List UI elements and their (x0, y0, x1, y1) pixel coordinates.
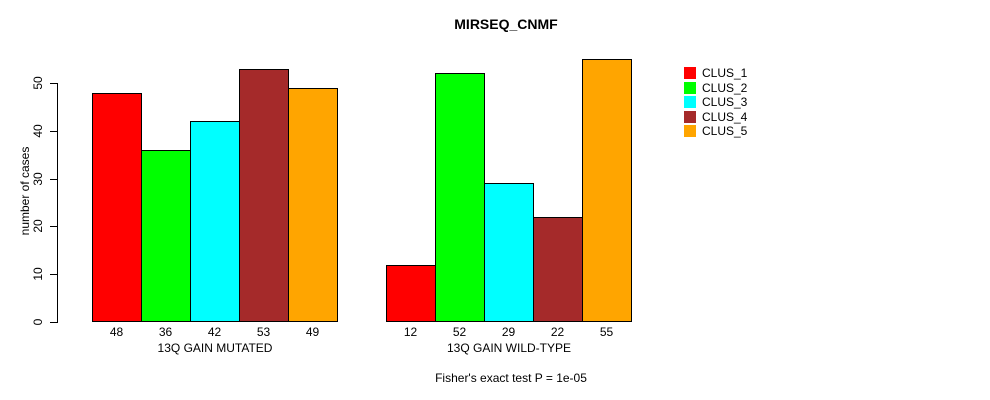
legend-item-label: CLUS_4 (702, 109, 748, 124)
bar-value-label: 36 (158, 325, 173, 339)
bar-value-label: 22 (550, 325, 565, 339)
legend: CLUS_1 CLUS_2 CLUS_3 CLUS_4 CLUS_5 (684, 66, 747, 139)
group-label-wild-type: 13Q GAIN WILD-TYPE (446, 341, 572, 355)
y-axis-tick-label: 20 (31, 219, 45, 233)
y-axis-tick (50, 83, 58, 84)
bar-clus_2-group1 (141, 150, 191, 322)
legend-item: CLUS_2 (684, 81, 747, 96)
fisher-test-annotation: Fisher's exact test P = 1e-05 (435, 371, 587, 385)
legend-swatch-clus_1 (684, 67, 696, 80)
y-axis-tick-label: 50 (31, 76, 45, 90)
legend-item: CLUS_5 (684, 124, 747, 139)
y-axis-label: number of cases (18, 146, 32, 236)
y-axis-tick (50, 322, 58, 323)
bar-value-label: 53 (256, 325, 271, 339)
bar-value-label: 52 (452, 325, 467, 339)
y-axis-tick (50, 226, 58, 227)
y-axis-line (57, 83, 58, 323)
y-axis-tick-label: 30 (31, 172, 45, 186)
legend-item: CLUS_4 (684, 110, 747, 125)
legend-item-label: CLUS_5 (702, 124, 748, 139)
legend-item: CLUS_1 (684, 66, 747, 81)
bar-clus_1-group1 (92, 93, 142, 322)
bar-value-label: 42 (207, 325, 222, 339)
y-axis-tick (50, 274, 58, 275)
legend-item: CLUS_3 (684, 95, 747, 110)
bar-value-label: 49 (305, 325, 320, 339)
y-axis-tick-label: 10 (31, 267, 45, 281)
y-axis-tick (50, 131, 58, 132)
y-axis-tick-label: 40 (31, 124, 45, 138)
bar-clus_3-group1 (190, 121, 240, 322)
bar-clus_5-group2 (582, 59, 632, 322)
legend-swatch-clus_2 (684, 81, 696, 94)
bar-clus_4-group1 (239, 69, 289, 322)
bar-value-label: 48 (109, 325, 124, 339)
legend-item-label: CLUS_2 (702, 80, 748, 95)
bar-clus_3-group2 (484, 183, 534, 322)
bar-clus_1-group2 (386, 265, 436, 322)
bar-clus_2-group2 (435, 73, 485, 322)
legend-swatch-clus_5 (684, 125, 696, 138)
y-axis-tick (50, 179, 58, 180)
y-axis-tick-label: 0 (31, 318, 45, 326)
bar-value-label: 12 (403, 325, 418, 339)
group-label-mutated: 13Q GAIN MUTATED (157, 341, 273, 355)
chart-title: MIRSEQ_CNMF (454, 16, 558, 32)
legend-swatch-clus_3 (684, 96, 696, 109)
legend-item-label: CLUS_3 (702, 95, 748, 110)
bar-clus_5-group1 (288, 88, 338, 322)
legend-item-label: CLUS_1 (702, 66, 748, 81)
bar-clus_4-group2 (533, 217, 583, 322)
legend-swatch-clus_4 (684, 110, 696, 123)
bar-value-label: 55 (599, 325, 614, 339)
bar-value-label: 29 (501, 325, 516, 339)
